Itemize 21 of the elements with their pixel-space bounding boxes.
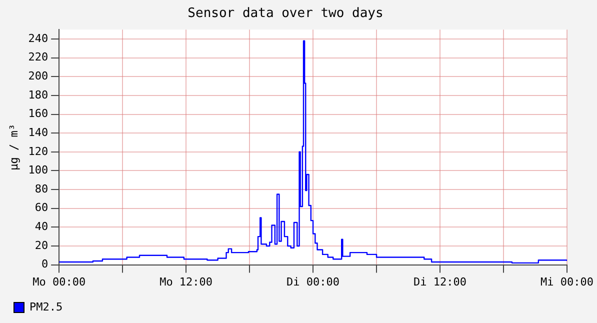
y-tick-label: 140 (28, 126, 48, 139)
x-tick-label: Mo 12:00 (160, 275, 213, 288)
y-tick-label: 120 (28, 144, 48, 158)
x-tick-label: Mi 00:00 (540, 275, 594, 288)
x-tick-label: Mo 00:00 (32, 275, 86, 288)
x-tick-label: Di 00:00 (286, 275, 340, 288)
chart-title: Sensor data over two days (188, 6, 384, 22)
y-tick-label: 100 (28, 164, 48, 177)
y-tick-label: 200 (28, 70, 48, 82)
y-tick-label: 220 (28, 50, 48, 64)
y-tick-label: 160 (28, 107, 48, 120)
y-tick-label: 0 (41, 258, 48, 271)
y-tick-label: 40 (34, 220, 48, 234)
y-tick-label: 240 (28, 32, 48, 45)
x-tick-label: Di 12:00 (414, 275, 467, 288)
legend-label: PM2.5 (30, 300, 63, 314)
y-tick-label: 180 (28, 88, 48, 102)
y-tick-label: 60 (34, 201, 48, 214)
y-tick-label: 80 (34, 182, 48, 196)
y-axis-title: µg / m³ (7, 124, 20, 170)
y-tick-label: 20 (34, 238, 48, 252)
